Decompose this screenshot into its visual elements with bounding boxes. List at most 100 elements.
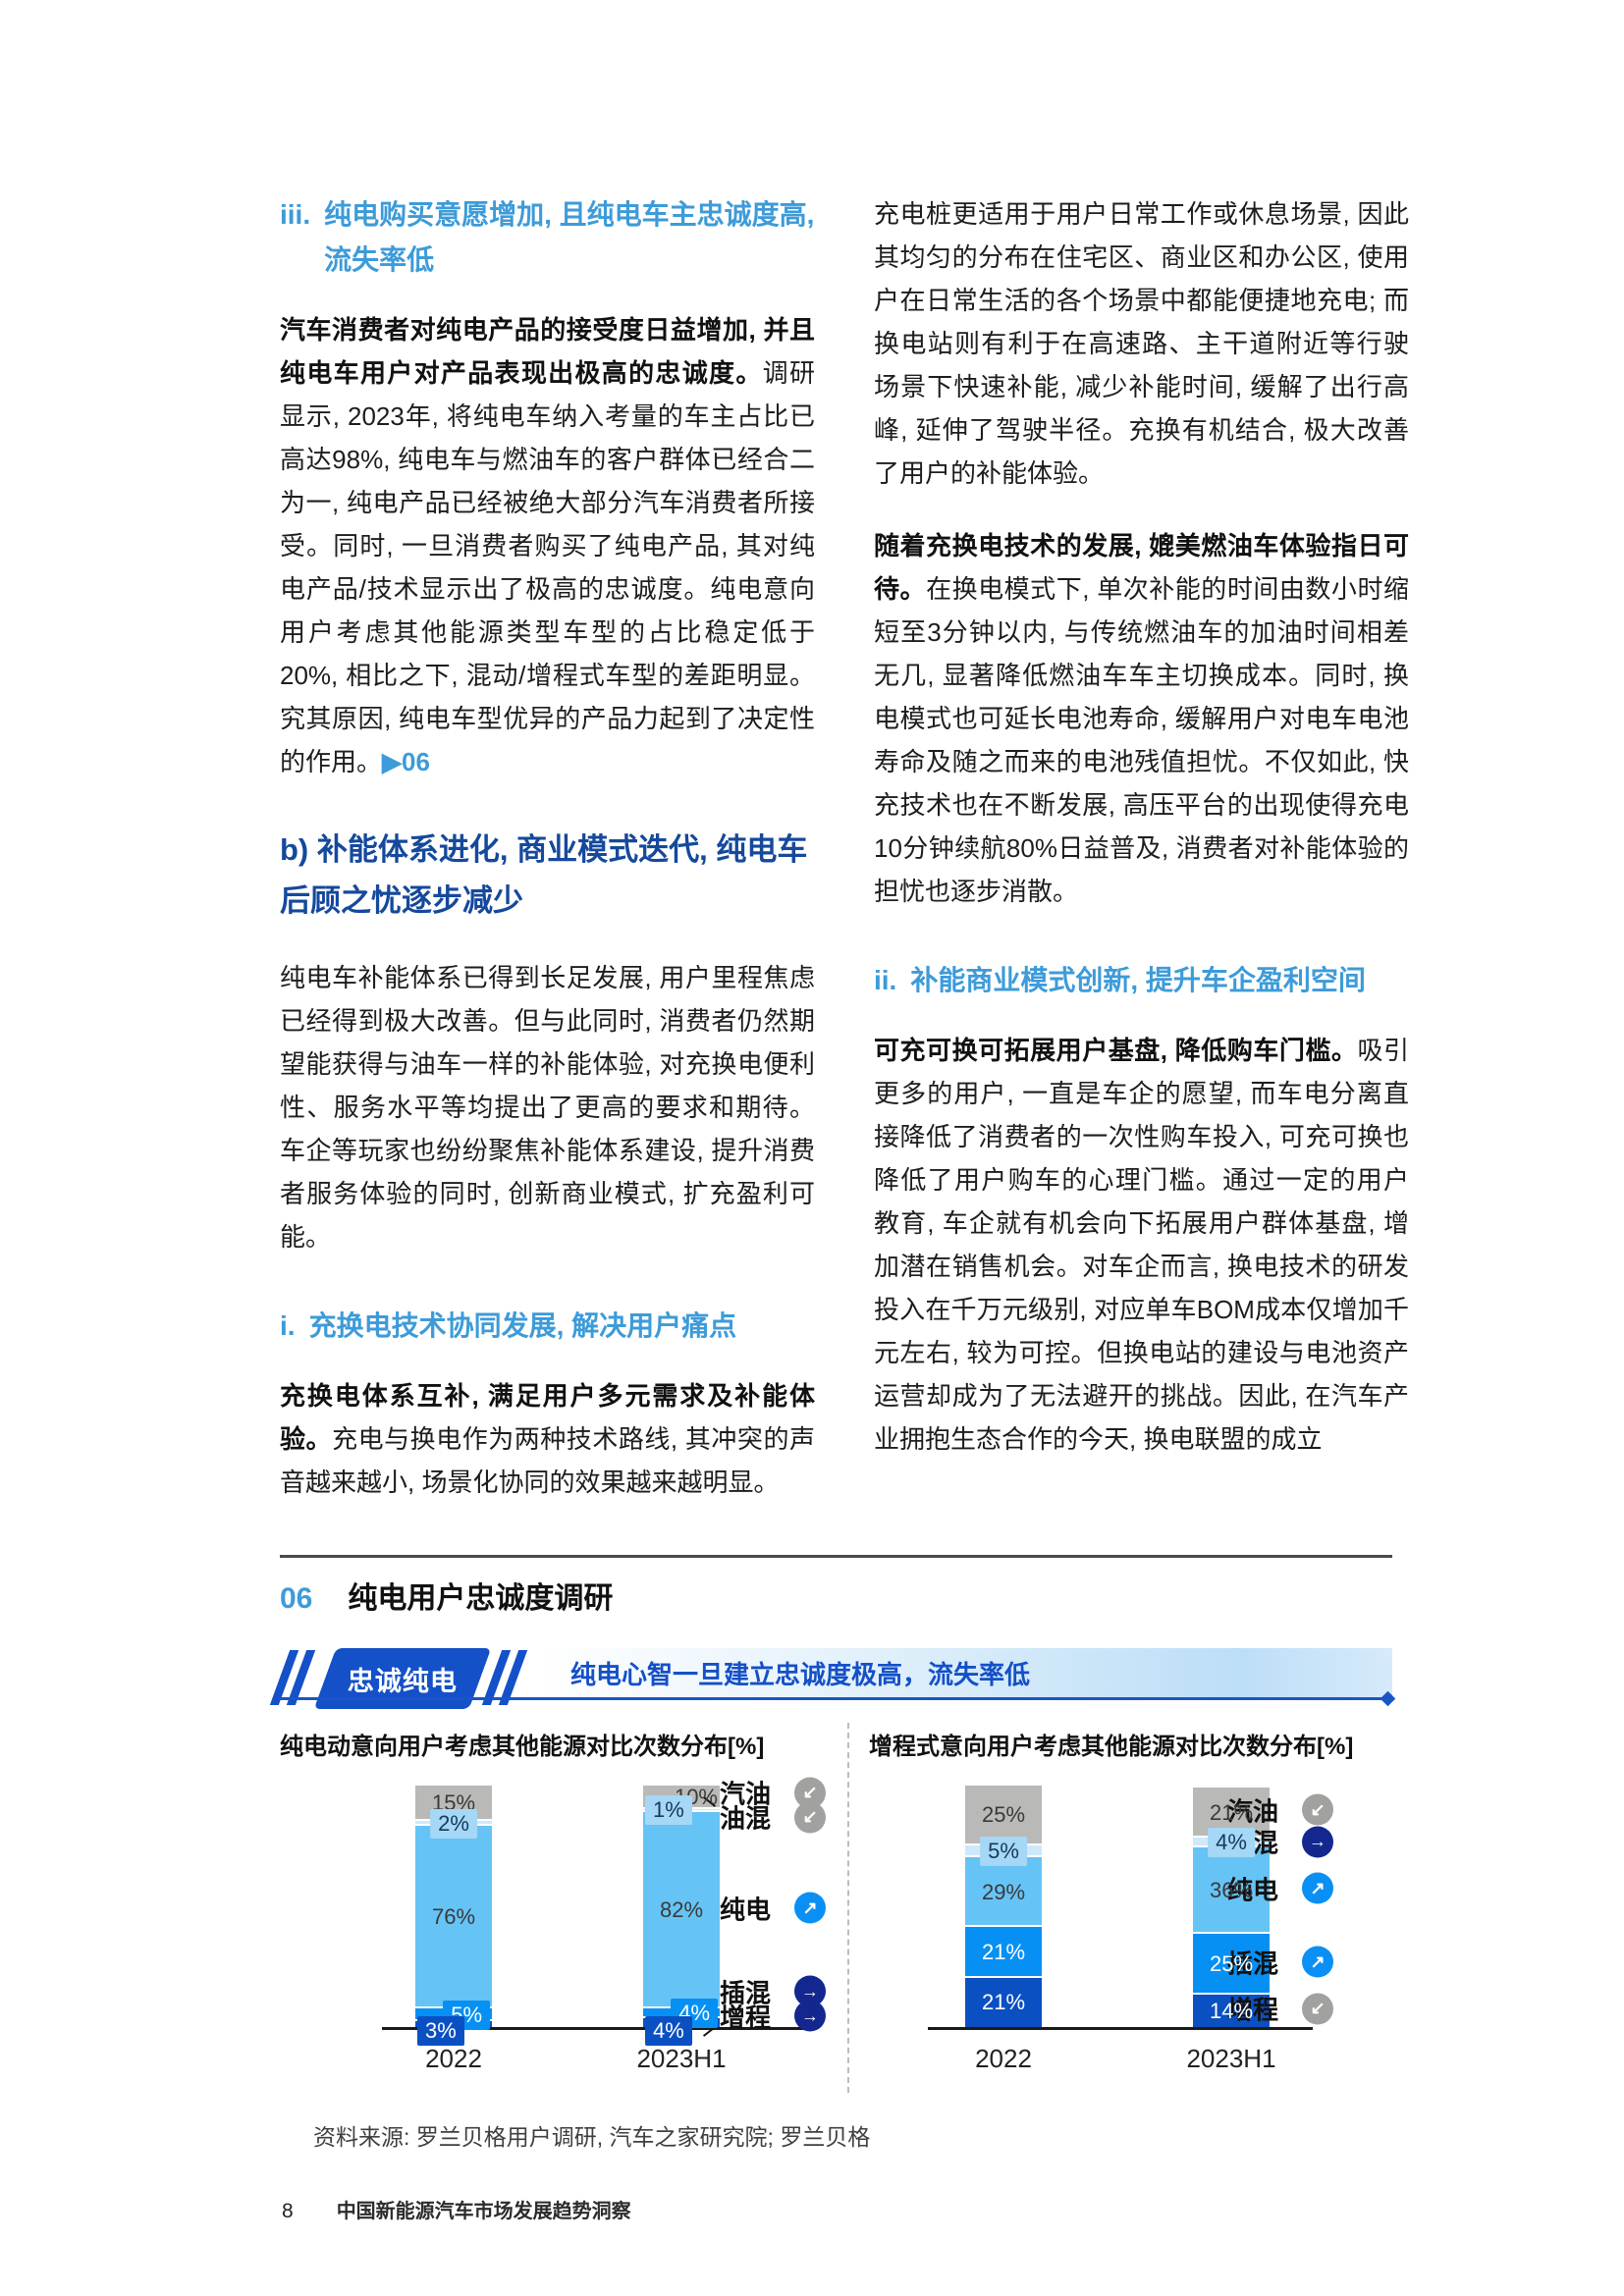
chart-legend: 汽油 ↙ 油混 ↙ 纯电 ↗ 插混 → 增程 → bbox=[720, 1777, 877, 2032]
paragraph: 充换电体系互补, 满足用户多元需求及补能体验。充电与换电作为两种技术路线, 其冲… bbox=[280, 1374, 815, 1504]
chart-title: 增程式意向用户考虑其他能源对比次数分布[%] bbox=[869, 1734, 1354, 1760]
bar-value-label: 29% bbox=[981, 1879, 1026, 1904]
paragraph-rest: 吸引更多的用户, 一直是车企的愿望, 而车电分离直接降低了消费者的一次性购车投入… bbox=[874, 1036, 1409, 1454]
arrow-up-right-icon: ↗ bbox=[794, 1892, 827, 1924]
bar-segment bbox=[1193, 1847, 1270, 1935]
paragraph-lead: 随着充换电技术的发展, 媲美燃油车体验指日可待。 bbox=[874, 531, 1409, 604]
x-axis-line bbox=[928, 2027, 1313, 2030]
figure-ribbon: 忠诚纯电 纯电心智一旦建立忠诚度极高，流失率低 bbox=[269, 1648, 1392, 1713]
legend-label: 插混 bbox=[1227, 1949, 1279, 1978]
paragraph-lead: 可充可换可拓展用户基盘, 降低购车门槛。 bbox=[874, 1036, 1358, 1065]
legend-label: 增程 bbox=[720, 1998, 771, 2034]
category-label: 2023H1 bbox=[1186, 2044, 1276, 2073]
heading-marker: ii. bbox=[874, 965, 897, 995]
page-number: 8 bbox=[282, 2200, 294, 2222]
figure-06-reference-link[interactable]: ▶06 bbox=[382, 747, 430, 776]
stacked-bar: 15% 2% 76% 5% 3% bbox=[415, 1785, 492, 2046]
right-column: 充电桩更适用于用户日常工作或休息场景, 因此其均匀的分布在住宅区、商业区和办公区… bbox=[874, 192, 1409, 1533]
bars-area: 25% 5% 29% 21% 21% 2022 21% 4% 36% 25% 14% 2023H1 bbox=[965, 1783, 1276, 2073]
legend-label: 纯电 bbox=[1227, 1875, 1279, 1904]
arrow-down-left-icon: ↙ bbox=[1302, 1793, 1334, 1826]
ribbon-badge-label: 忠诚纯电 bbox=[348, 1666, 458, 1696]
figure-06: 06 纯电用户忠诚度调研 忠诚纯电 纯电心智一旦建立忠诚度极高，流失率低 纯电动… bbox=[269, 1555, 1392, 2152]
legend-item: 油混 ↙ bbox=[720, 1799, 827, 1836]
legend-item: 增程 → bbox=[720, 1998, 827, 2034]
heading-ii: ii. 补能商业模式创新, 提升车企盈利空间 bbox=[874, 958, 1409, 1003]
paragraph-rest: 在换电模式下, 单次补能的时间由数小时缩短至3分钟以内, 与传统燃油车的加油时间… bbox=[874, 574, 1409, 906]
heading-marker: iii. bbox=[280, 199, 311, 230]
legend-label: 纯电 bbox=[720, 1895, 772, 1924]
bar-value-label: 36% bbox=[1209, 1878, 1254, 1903]
heading-text: 补能商业模式创新, 提升车企盈利空间 bbox=[910, 965, 1366, 995]
stacked-bar: 21% 4% 36% 25% 14% bbox=[1193, 1788, 1270, 2028]
heading-i: i. 充换电技术协同发展, 解决用户痛点 bbox=[280, 1304, 815, 1349]
bar-value-label: 14% bbox=[1209, 1998, 1254, 2023]
bar-segment bbox=[965, 1927, 1042, 1978]
bar-value-label: 2% bbox=[430, 1808, 477, 1839]
paragraph: 随着充换电技术的发展, 媲美燃油车体验指日可待。在换电模式下, 单次补能的时间由… bbox=[874, 524, 1409, 913]
heading-iii: iii. 纯电购买意愿增加, 且纯电车主忠诚度高, 流失率低 bbox=[280, 192, 815, 283]
arrow-down-left-icon: ↙ bbox=[1302, 1993, 1334, 2024]
bar-segment bbox=[965, 1977, 1042, 2028]
bar-value-label: 25% bbox=[1209, 1951, 1254, 1977]
bar-segment bbox=[965, 1785, 1042, 1845]
bar-value-label: 25% bbox=[981, 1802, 1026, 1828]
stacked-bar: 10% 1% 82% 4% 4% bbox=[643, 1785, 720, 2046]
arrow-up-right-icon: ↗ bbox=[1302, 1872, 1334, 1904]
page-footer: 8 中国新能源汽车市场发展趋势洞察 bbox=[282, 2195, 631, 2223]
arrow-down-left-icon: ↙ bbox=[794, 1777, 827, 1808]
text-columns: iii. 纯电购买意愿增加, 且纯电车主忠诚度高, 流失率低 汽车消费者对纯电产… bbox=[280, 192, 1409, 1533]
bar-value-label: 3% bbox=[417, 2016, 464, 2046]
left-column: iii. 纯电购买意愿增加, 且纯电车主忠诚度高, 流失率低 汽车消费者对纯电产… bbox=[280, 192, 815, 1533]
bar-value-label: 21% bbox=[981, 1939, 1026, 1964]
category-label: 2023H1 bbox=[636, 2044, 727, 2073]
bars-area: 15% 2% 76% 5% 3% 2022 10% 1% 82% 4% 4% 2023H1 bbox=[415, 1783, 727, 2073]
charts-row: 纯电动意向用户考虑其他能源对比次数分布[%] 15% 2% 76% 5% 3% 2022 1… bbox=[280, 1717, 1392, 2093]
chart-title: 纯电动意向用户考虑其他能源对比次数分布[%] bbox=[280, 1734, 765, 1760]
legend-item: 纯电 ↗ bbox=[1227, 1870, 1334, 1906]
figure-title: 纯电用户忠诚度调研 bbox=[348, 1582, 614, 1615]
footer-booklet-title: 中国新能源汽车市场发展趋势洞察 bbox=[336, 2201, 631, 2222]
figure-number: 06 bbox=[280, 1582, 313, 1615]
paragraph: 充电桩更适用于用户日常工作或休息场景, 因此其均匀的分布在住宅区、商业区和办公区… bbox=[874, 199, 1409, 488]
legend-item: 纯电 ↗ bbox=[720, 1890, 827, 1926]
bar-value-label: 4% bbox=[1208, 1828, 1255, 1858]
stacked-bar: 25% 5% 29% 21% 21% bbox=[965, 1785, 1042, 2028]
bar-segment bbox=[1193, 1994, 1270, 2028]
bar-value-label: 82% bbox=[659, 1896, 704, 1922]
figure-source: 资料来源: 罗兰贝格用户调研, 汽车之家研究院; 罗兰贝格 bbox=[313, 2124, 871, 2150]
figure-header: 06 纯电用户忠诚度调研 bbox=[280, 1558, 1392, 1617]
ribbon-text: 纯电心智一旦建立忠诚度极高，流失率低 bbox=[570, 1659, 1031, 1689]
paragraph: 汽车消费者对纯电产品的接受度日益增加, 并且纯电车用户对产品表现出极高的忠诚度。… bbox=[280, 308, 815, 783]
legend-label: 汽油 bbox=[1227, 1796, 1279, 1826]
ribbon-strip: 纯电心智一旦建立忠诚度极高，流失率低 bbox=[535, 1648, 1392, 1697]
legend-label: 增程 bbox=[1227, 1995, 1279, 2025]
bar-value-label: 4% bbox=[645, 2016, 692, 2046]
legend-item: 汽油 ↙ bbox=[1227, 1791, 1334, 1828]
bar-segment bbox=[965, 1857, 1042, 1928]
category-label: 2022 bbox=[975, 2044, 1032, 2073]
bar-value-label: 21% bbox=[1209, 1799, 1254, 1825]
bar-value-label: 1% bbox=[645, 1795, 692, 1826]
heading-text: 纯电购买意愿增加, 且纯电车主忠诚度高, 流失率低 bbox=[324, 199, 815, 275]
paragraph-rest: 充电与换电作为两种技术路线, 其冲突的声音越来越小, 场景化协同的效果越来越明显… bbox=[280, 1424, 815, 1497]
arrow-right-icon: → bbox=[1302, 1826, 1334, 1857]
plot-area: 25% 5% 29% 21% 21% 2022 21% 4% 36% 25% 14% 2023H1 汽… bbox=[869, 1777, 1392, 2093]
x-axis-line bbox=[382, 2027, 810, 2030]
bar-segment bbox=[1193, 1934, 1270, 1995]
vertical-dashed-divider bbox=[847, 1723, 849, 2093]
chart-panel-bev: 纯电动意向用户考虑其他能源对比次数分布[%] 15% 2% 76% 5% 3% 2022 1… bbox=[280, 1717, 830, 2093]
heading-b: b) 补能体系进化, 商业模式迭代, 纯电车后顾之忧逐步减少 bbox=[280, 832, 808, 918]
legend-label: 油混 bbox=[720, 1799, 771, 1836]
paragraph-lead: 汽车消费者对纯电产品的接受度日益增加, 并且纯电车用户对产品表现出极高的忠诚度。 bbox=[280, 315, 815, 388]
paragraph-lead: 充换电体系互补, 满足用户多元需求及补能体验。 bbox=[280, 1381, 815, 1454]
bar-value-label: 21% bbox=[981, 1990, 1026, 2015]
paragraph: 可充可换可拓展用户基盘, 降低购车门槛。吸引更多的用户, 一直是车企的愿望, 而… bbox=[874, 1029, 1409, 1461]
paragraph-rest: 调研显示, 2023年, 将纯电车纳入考量的车主占比已高达98%, 纯电车与燃油… bbox=[280, 358, 815, 776]
arrow-right-icon: → bbox=[794, 2000, 827, 2032]
arrow-up-right-icon: ↗ bbox=[1302, 1946, 1334, 1978]
plot-area: 15% 2% 76% 5% 3% 2022 10% 1% 82% 4% 4% 2023H1 汽油 ↙ 油混… bbox=[280, 1777, 830, 2093]
bar-value-label: 5% bbox=[443, 2000, 490, 2030]
paragraph: 纯电车补能体系已得到长足发展, 用户里程焦虑已经得到极大改善。但与此同时, 消费… bbox=[280, 963, 815, 1252]
